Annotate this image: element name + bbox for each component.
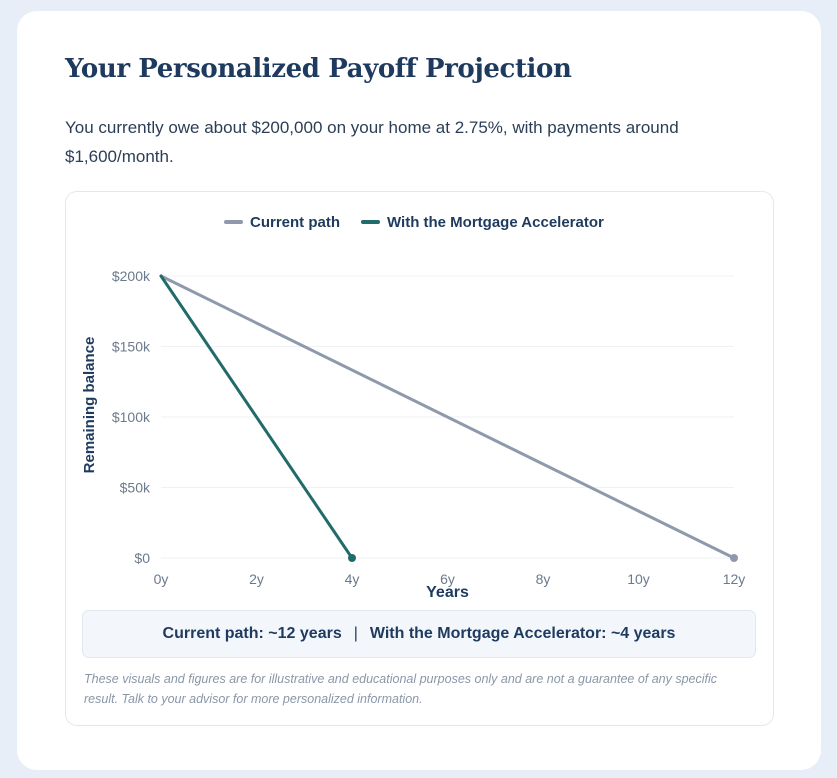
y-axis-title: Remaining balance: [81, 337, 98, 474]
intro-text: You currently owe about $200,000 on your…: [65, 118, 679, 166]
x-tick-label: 2y: [249, 571, 264, 587]
x-tick-label: 10y: [627, 571, 650, 587]
legend-label: With the Mortgage Accelerator: [387, 214, 604, 231]
disclaimer-text: These visuals and figures are for illust…: [84, 672, 718, 706]
series-line-accelerator: [159, 274, 354, 560]
legend-item: Current path: [224, 214, 340, 231]
x-tick-label: 12y: [723, 571, 746, 587]
y-tick-label: $0: [134, 550, 150, 566]
x-tick-label: 0y: [154, 571, 169, 587]
y-tick-label: $200k: [112, 268, 151, 284]
page-title: Your Personalized Payoff Projection: [65, 54, 572, 84]
payoff-chart: $0 $50k $100k $150k $200k 0y 2y 4y 6y 8y 10y 12y Yea…: [81, 214, 746, 601]
y-tick-label: $150k: [112, 339, 151, 355]
summary-current: Current path: ~12 years: [162, 625, 342, 642]
chart-container: $0 $50k $100k $150k $200k 0y 2y 4y 6y 8y 10y 12y Yea…: [65, 191, 774, 726]
legend-label: Current path: [250, 214, 340, 231]
x-axis-title: Years: [426, 584, 469, 601]
series-endpoint-accelerator: [348, 554, 356, 562]
x-tick-label: 6y: [440, 571, 455, 587]
legend-item: With the Mortgage Accelerator: [361, 214, 604, 231]
summary-separator: |: [353, 625, 358, 642]
series-line-current-path: [159, 274, 736, 560]
series-endpoint-current-path: [730, 554, 738, 562]
x-tick-label: 8y: [536, 571, 551, 587]
projection-card: Your Personalized Payoff Projection You …: [17, 11, 821, 770]
y-tick-label: $50k: [120, 480, 151, 496]
summary-accelerator: With the Mortgage Accelerator: ~4 years: [369, 625, 676, 642]
x-tick-label: 4y: [345, 571, 360, 587]
summary-bar: Current path: ~12 years | With the Mortg…: [82, 610, 756, 658]
y-tick-label: $100k: [112, 409, 151, 425]
